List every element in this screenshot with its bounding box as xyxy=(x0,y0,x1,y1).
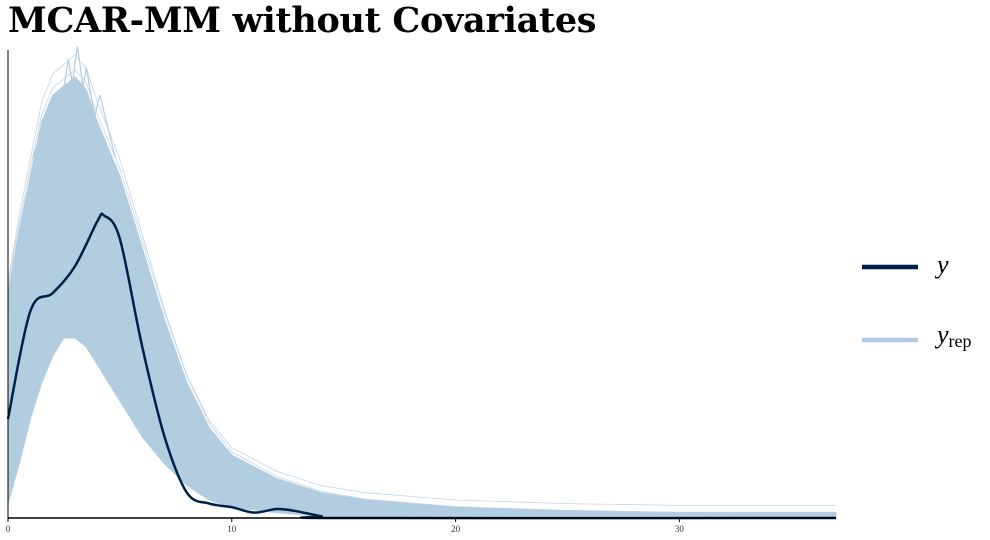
legend-label-y-main: y xyxy=(934,250,949,279)
yrep-density-band xyxy=(7,46,837,519)
yrep-peak-line xyxy=(41,98,74,159)
legend: y yrep xyxy=(862,250,972,351)
x-tick-label: 20 xyxy=(451,524,461,534)
x-tick-label: 0 xyxy=(6,524,11,534)
x-axis-ticks: 0 10 20 30 xyxy=(6,518,685,534)
x-tick-label: 30 xyxy=(675,524,685,534)
legend-label-yrep: yrep xyxy=(934,320,972,351)
yrep-trace-line xyxy=(7,54,836,513)
chart-title: MCAR-MM without Covariates xyxy=(8,0,597,41)
yrep-trace-line xyxy=(7,99,836,519)
yrep-peak-line xyxy=(32,111,65,159)
yrep-trace-line xyxy=(7,69,836,506)
yrep-peak-line xyxy=(52,58,85,159)
yrep-peak-line xyxy=(61,46,94,159)
legend-label-yrep-main: y xyxy=(934,320,949,349)
x-tick-label: 10 xyxy=(227,524,237,534)
legend-label-y: y xyxy=(934,250,949,279)
yrep-peak-line xyxy=(83,94,116,159)
legend-label-yrep-sub: rep xyxy=(949,331,972,351)
